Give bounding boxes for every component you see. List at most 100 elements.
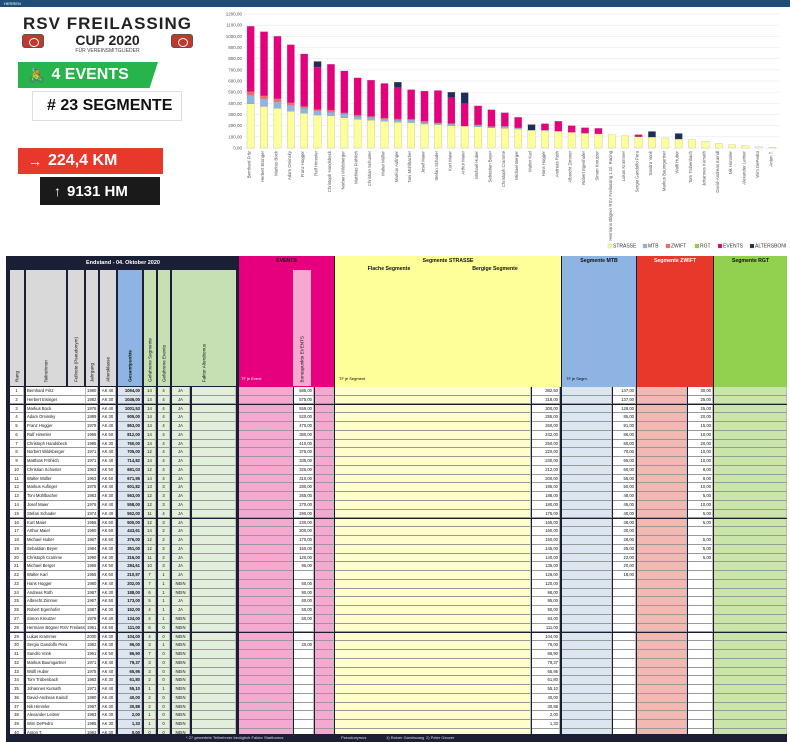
cell-n: Alexander Leitner (26, 711, 86, 721)
cell-mtb (613, 606, 636, 615)
cell-blank (315, 667, 334, 677)
cell-p: 863,00 (118, 422, 142, 431)
cell-st: 230,00 (532, 457, 560, 466)
cell-j: 1975 (86, 667, 98, 677)
cell-st: 135,00 (532, 562, 560, 572)
cell-blank (315, 588, 334, 598)
cell-j: 1961 (86, 623, 98, 633)
cell-p: 671,95 (118, 474, 142, 484)
cell-zw (688, 562, 713, 572)
cell-blank (637, 606, 687, 615)
table-row: 24 Andreas Roth 1987 AK 30 188,00 6 1 NEIN 90,00… (6, 588, 787, 598)
cell-zw (688, 658, 713, 668)
cell-blank (239, 518, 293, 528)
cell-e: 2 (158, 544, 170, 554)
x-tick-label: Bernhard Fritz (247, 151, 252, 178)
cell-n: Norbert Wildsberger (26, 448, 86, 458)
cell-st: 98,00 (532, 588, 560, 598)
head-pseudonym: Fullnote (Pseudonym) (68, 270, 84, 386)
x-tick-label: Michael Berger (514, 150, 519, 179)
cell-zw (688, 615, 713, 624)
cell-blank (315, 413, 334, 422)
cell-blank (315, 553, 334, 563)
cell-blank (562, 571, 612, 580)
cell-k: AK 30 (100, 544, 116, 554)
cell-st: 318,00 (532, 395, 560, 405)
cell-zw: 5,00 (688, 544, 713, 554)
cell-a: JA (172, 562, 190, 572)
cell-blank (315, 465, 334, 475)
bar-segment (447, 123, 456, 126)
cell-blank (562, 483, 612, 493)
cell-s: 12 (144, 448, 156, 458)
cell-blank (562, 693, 612, 703)
cell-blank (637, 413, 687, 422)
cell-s: 7 (144, 571, 156, 580)
head-strasse-band: Segmente STRASSE Flache Segmente Bergige… (335, 256, 561, 387)
cell-e: 4 (158, 404, 170, 414)
cell-blank (192, 588, 236, 598)
cell-p: 40,00 (118, 693, 142, 703)
cell-r: 34 (10, 676, 24, 686)
tf-segment-label: TF je Segment (339, 376, 366, 381)
cell-blank (315, 501, 334, 510)
cell-e: 1 (158, 641, 170, 651)
cell-st: 90,00 (532, 606, 560, 615)
bar-segment (447, 125, 456, 149)
table-row: 9 Matthias Fröhlich 1971 AK 40 714,82 14 4 JA 33… (6, 457, 787, 466)
bar-segment (420, 123, 429, 149)
x-tick-label: Sebastian Beyer (487, 150, 492, 182)
cell-s: 5 (144, 597, 156, 607)
cell-blank (335, 685, 531, 694)
bar-segment (460, 92, 469, 104)
bar-segment (487, 126, 496, 129)
cell-s: 1 (144, 685, 156, 694)
cell-e: 4 (158, 448, 170, 458)
cell-zw: 20,00 (688, 413, 713, 422)
cell-a: JA (172, 544, 190, 554)
cell-n: Toni Mühlbacher (26, 492, 86, 501)
cell-s: 14 (144, 457, 156, 466)
bar-segment (287, 102, 295, 106)
cell-st: 165,00 (532, 518, 560, 528)
cell-blank (315, 685, 334, 694)
cell-st: 2,00 (532, 711, 560, 721)
cell-r: 35 (10, 685, 24, 694)
bar-segment (634, 136, 643, 149)
cell-zw (688, 685, 713, 694)
cell-p: 202,00 (118, 579, 142, 589)
cell-blank (714, 571, 787, 580)
cell-mtb (613, 693, 636, 703)
cell-st: 140,00 (532, 553, 560, 563)
cell-p: 714,82 (118, 457, 142, 466)
cell-blank (315, 518, 334, 528)
cell-mtb: 22,00 (613, 553, 636, 563)
legend-swatch (694, 243, 700, 249)
cell-blank (315, 404, 334, 414)
x-tick-label: Markus Bock (273, 150, 278, 176)
cell-blank (192, 404, 236, 414)
cell-a: NEIN (172, 676, 190, 686)
head-events-band: EVENTS TF je Event Bonuspunkte EVENTS (239, 256, 334, 387)
x-tick-label: Hermann Bögner RSV Freilassing 1.Gl. Rac… (608, 150, 613, 240)
y-tick-label: 400,00 (228, 101, 242, 106)
cell-blank (637, 623, 687, 633)
cell-j: 1985 (86, 720, 98, 729)
bar-segment (741, 145, 750, 149)
cell-blank (239, 579, 293, 589)
cell-n: Adam Ominsky (26, 413, 86, 422)
sheet-tab[interactable]: HERREN (4, 1, 21, 6)
cell-blank (239, 536, 293, 545)
cell-r: 26 (10, 606, 24, 615)
cell-r: 39 (10, 720, 24, 729)
cell-blank (192, 641, 236, 651)
cell-k: AK 30 (100, 553, 116, 563)
mtb-icon: 🚴 (28, 66, 46, 83)
cell-e: 1 (158, 685, 170, 694)
table-row: 35 Johannes Kurnath 1971 AK 40 55,10 1 1 NEIN 55… (6, 685, 787, 694)
y-tick-label: 200,00 (228, 123, 242, 128)
cell-st: 65,95 (532, 667, 560, 677)
bar-segment (514, 117, 522, 128)
cell-k: AK 60 (100, 527, 116, 536)
bar-segment (581, 127, 589, 134)
